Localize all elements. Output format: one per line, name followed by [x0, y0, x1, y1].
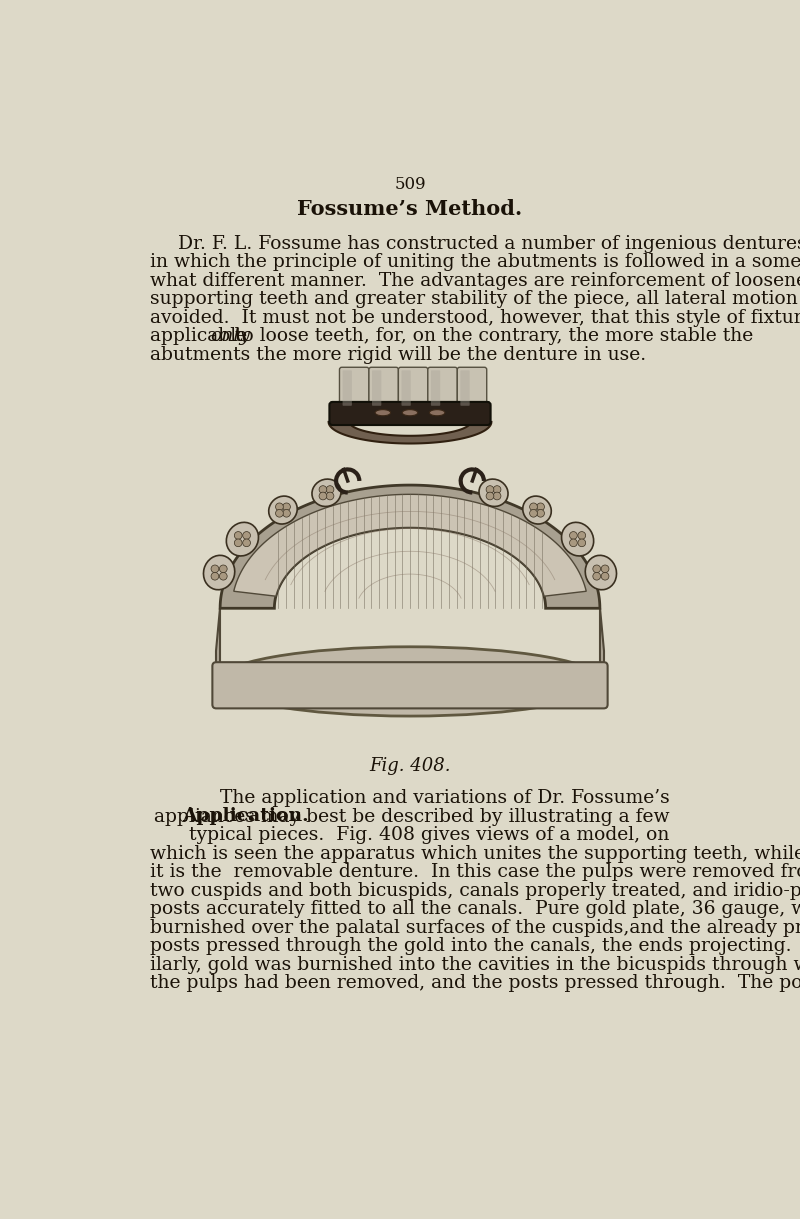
Circle shape	[242, 539, 250, 546]
Text: burnished over the palatal surfaces of the cuspids,and the already prepared: burnished over the palatal surfaces of t…	[150, 919, 800, 936]
Text: it is the  removable denture.  In this case the pulps were removed from the: it is the removable denture. In this cas…	[150, 863, 800, 881]
Ellipse shape	[430, 410, 445, 416]
Circle shape	[486, 485, 494, 494]
Circle shape	[602, 564, 609, 573]
Text: Application.: Application.	[182, 807, 310, 825]
Ellipse shape	[226, 522, 258, 556]
Ellipse shape	[216, 647, 604, 716]
Circle shape	[275, 510, 283, 517]
Ellipse shape	[269, 496, 298, 524]
FancyBboxPatch shape	[212, 662, 608, 708]
Text: to loose teeth, for, on the contrary, the more stable the: to loose teeth, for, on the contrary, th…	[229, 327, 754, 345]
Circle shape	[530, 510, 538, 517]
Text: what different manner.  The advantages are reinforcement of loosened: what different manner. The advantages ar…	[150, 272, 800, 290]
Text: which is seen the apparatus which unites the supporting teeth, while above: which is seen the apparatus which unites…	[150, 845, 800, 863]
Polygon shape	[220, 485, 600, 608]
Text: The application and variations of Dr. Fossume’s: The application and variations of Dr. Fo…	[220, 789, 670, 807]
Circle shape	[219, 564, 227, 573]
Text: abutments the more rigid will be the denture in use.: abutments the more rigid will be the den…	[150, 346, 646, 363]
Circle shape	[486, 492, 494, 500]
Ellipse shape	[562, 522, 594, 556]
Text: posts accurately fitted to all the canals.  Pure gold plate, 36 gauge, was: posts accurately fitted to all the canal…	[150, 900, 800, 918]
Circle shape	[326, 492, 334, 500]
Circle shape	[211, 564, 218, 573]
FancyBboxPatch shape	[342, 371, 352, 406]
Circle shape	[275, 503, 283, 511]
Polygon shape	[600, 608, 604, 670]
FancyBboxPatch shape	[330, 402, 490, 425]
Polygon shape	[234, 495, 586, 596]
FancyBboxPatch shape	[458, 367, 486, 408]
Circle shape	[234, 531, 242, 539]
FancyBboxPatch shape	[339, 367, 369, 408]
Circle shape	[570, 539, 578, 546]
Circle shape	[219, 573, 227, 580]
Circle shape	[578, 531, 586, 539]
Text: the pulps had been removed, and the posts pressed through.  The posts: the pulps had been removed, and the post…	[150, 974, 800, 992]
FancyBboxPatch shape	[398, 367, 428, 408]
Circle shape	[242, 531, 250, 539]
Text: appliances may best be described by illustrating a few: appliances may best be described by illu…	[154, 808, 670, 825]
Text: ilarly, gold was burnished into the cavities in the bicuspids through which: ilarly, gold was burnished into the cavi…	[150, 956, 800, 974]
Text: applicable: applicable	[150, 327, 254, 345]
FancyBboxPatch shape	[431, 371, 440, 406]
Circle shape	[326, 485, 334, 494]
Text: only: only	[210, 327, 250, 345]
FancyBboxPatch shape	[369, 367, 398, 408]
Circle shape	[282, 510, 290, 517]
Ellipse shape	[203, 556, 234, 590]
Text: posts pressed through the gold into the canals, the ends projecting.  Sim-: posts pressed through the gold into the …	[150, 937, 800, 954]
Circle shape	[593, 573, 601, 580]
Circle shape	[602, 573, 609, 580]
FancyBboxPatch shape	[460, 371, 470, 406]
Text: supporting teeth and greater stability of the piece, all lateral motion being: supporting teeth and greater stability o…	[150, 290, 800, 308]
Circle shape	[493, 492, 501, 500]
Circle shape	[211, 573, 218, 580]
Ellipse shape	[479, 479, 508, 506]
Circle shape	[578, 539, 586, 546]
Circle shape	[493, 485, 501, 494]
Ellipse shape	[375, 410, 390, 416]
Circle shape	[570, 531, 578, 539]
Ellipse shape	[522, 496, 551, 524]
Ellipse shape	[402, 410, 418, 416]
Text: in which the principle of uniting the abutments is followed in a some-: in which the principle of uniting the ab…	[150, 254, 800, 272]
Ellipse shape	[586, 556, 617, 590]
Circle shape	[537, 503, 545, 511]
Polygon shape	[329, 422, 491, 444]
FancyBboxPatch shape	[402, 371, 410, 406]
FancyBboxPatch shape	[372, 371, 382, 406]
Text: Fig. 408.: Fig. 408.	[370, 757, 450, 775]
Circle shape	[530, 503, 538, 511]
Polygon shape	[216, 608, 220, 670]
Text: Dr. F. L. Fossume has constructed a number of ingenious dentures: Dr. F. L. Fossume has constructed a numb…	[178, 235, 800, 252]
Text: Fossume’s Method.: Fossume’s Method.	[298, 199, 522, 218]
Text: 509: 509	[394, 176, 426, 193]
FancyBboxPatch shape	[428, 367, 458, 408]
Circle shape	[234, 539, 242, 546]
Text: typical pieces.  Fig. 408 gives views of a model, on: typical pieces. Fig. 408 gives views of …	[190, 826, 670, 845]
Text: two cuspids and both bicuspids, canals properly treated, and iridio-platinum: two cuspids and both bicuspids, canals p…	[150, 881, 800, 900]
Circle shape	[593, 564, 601, 573]
Circle shape	[319, 492, 327, 500]
Circle shape	[319, 485, 327, 494]
Circle shape	[282, 503, 290, 511]
Circle shape	[537, 510, 545, 517]
Text: avoided.  It must not be understood, however, that this style of fixture is: avoided. It must not be understood, howe…	[150, 308, 800, 327]
Ellipse shape	[312, 479, 341, 506]
